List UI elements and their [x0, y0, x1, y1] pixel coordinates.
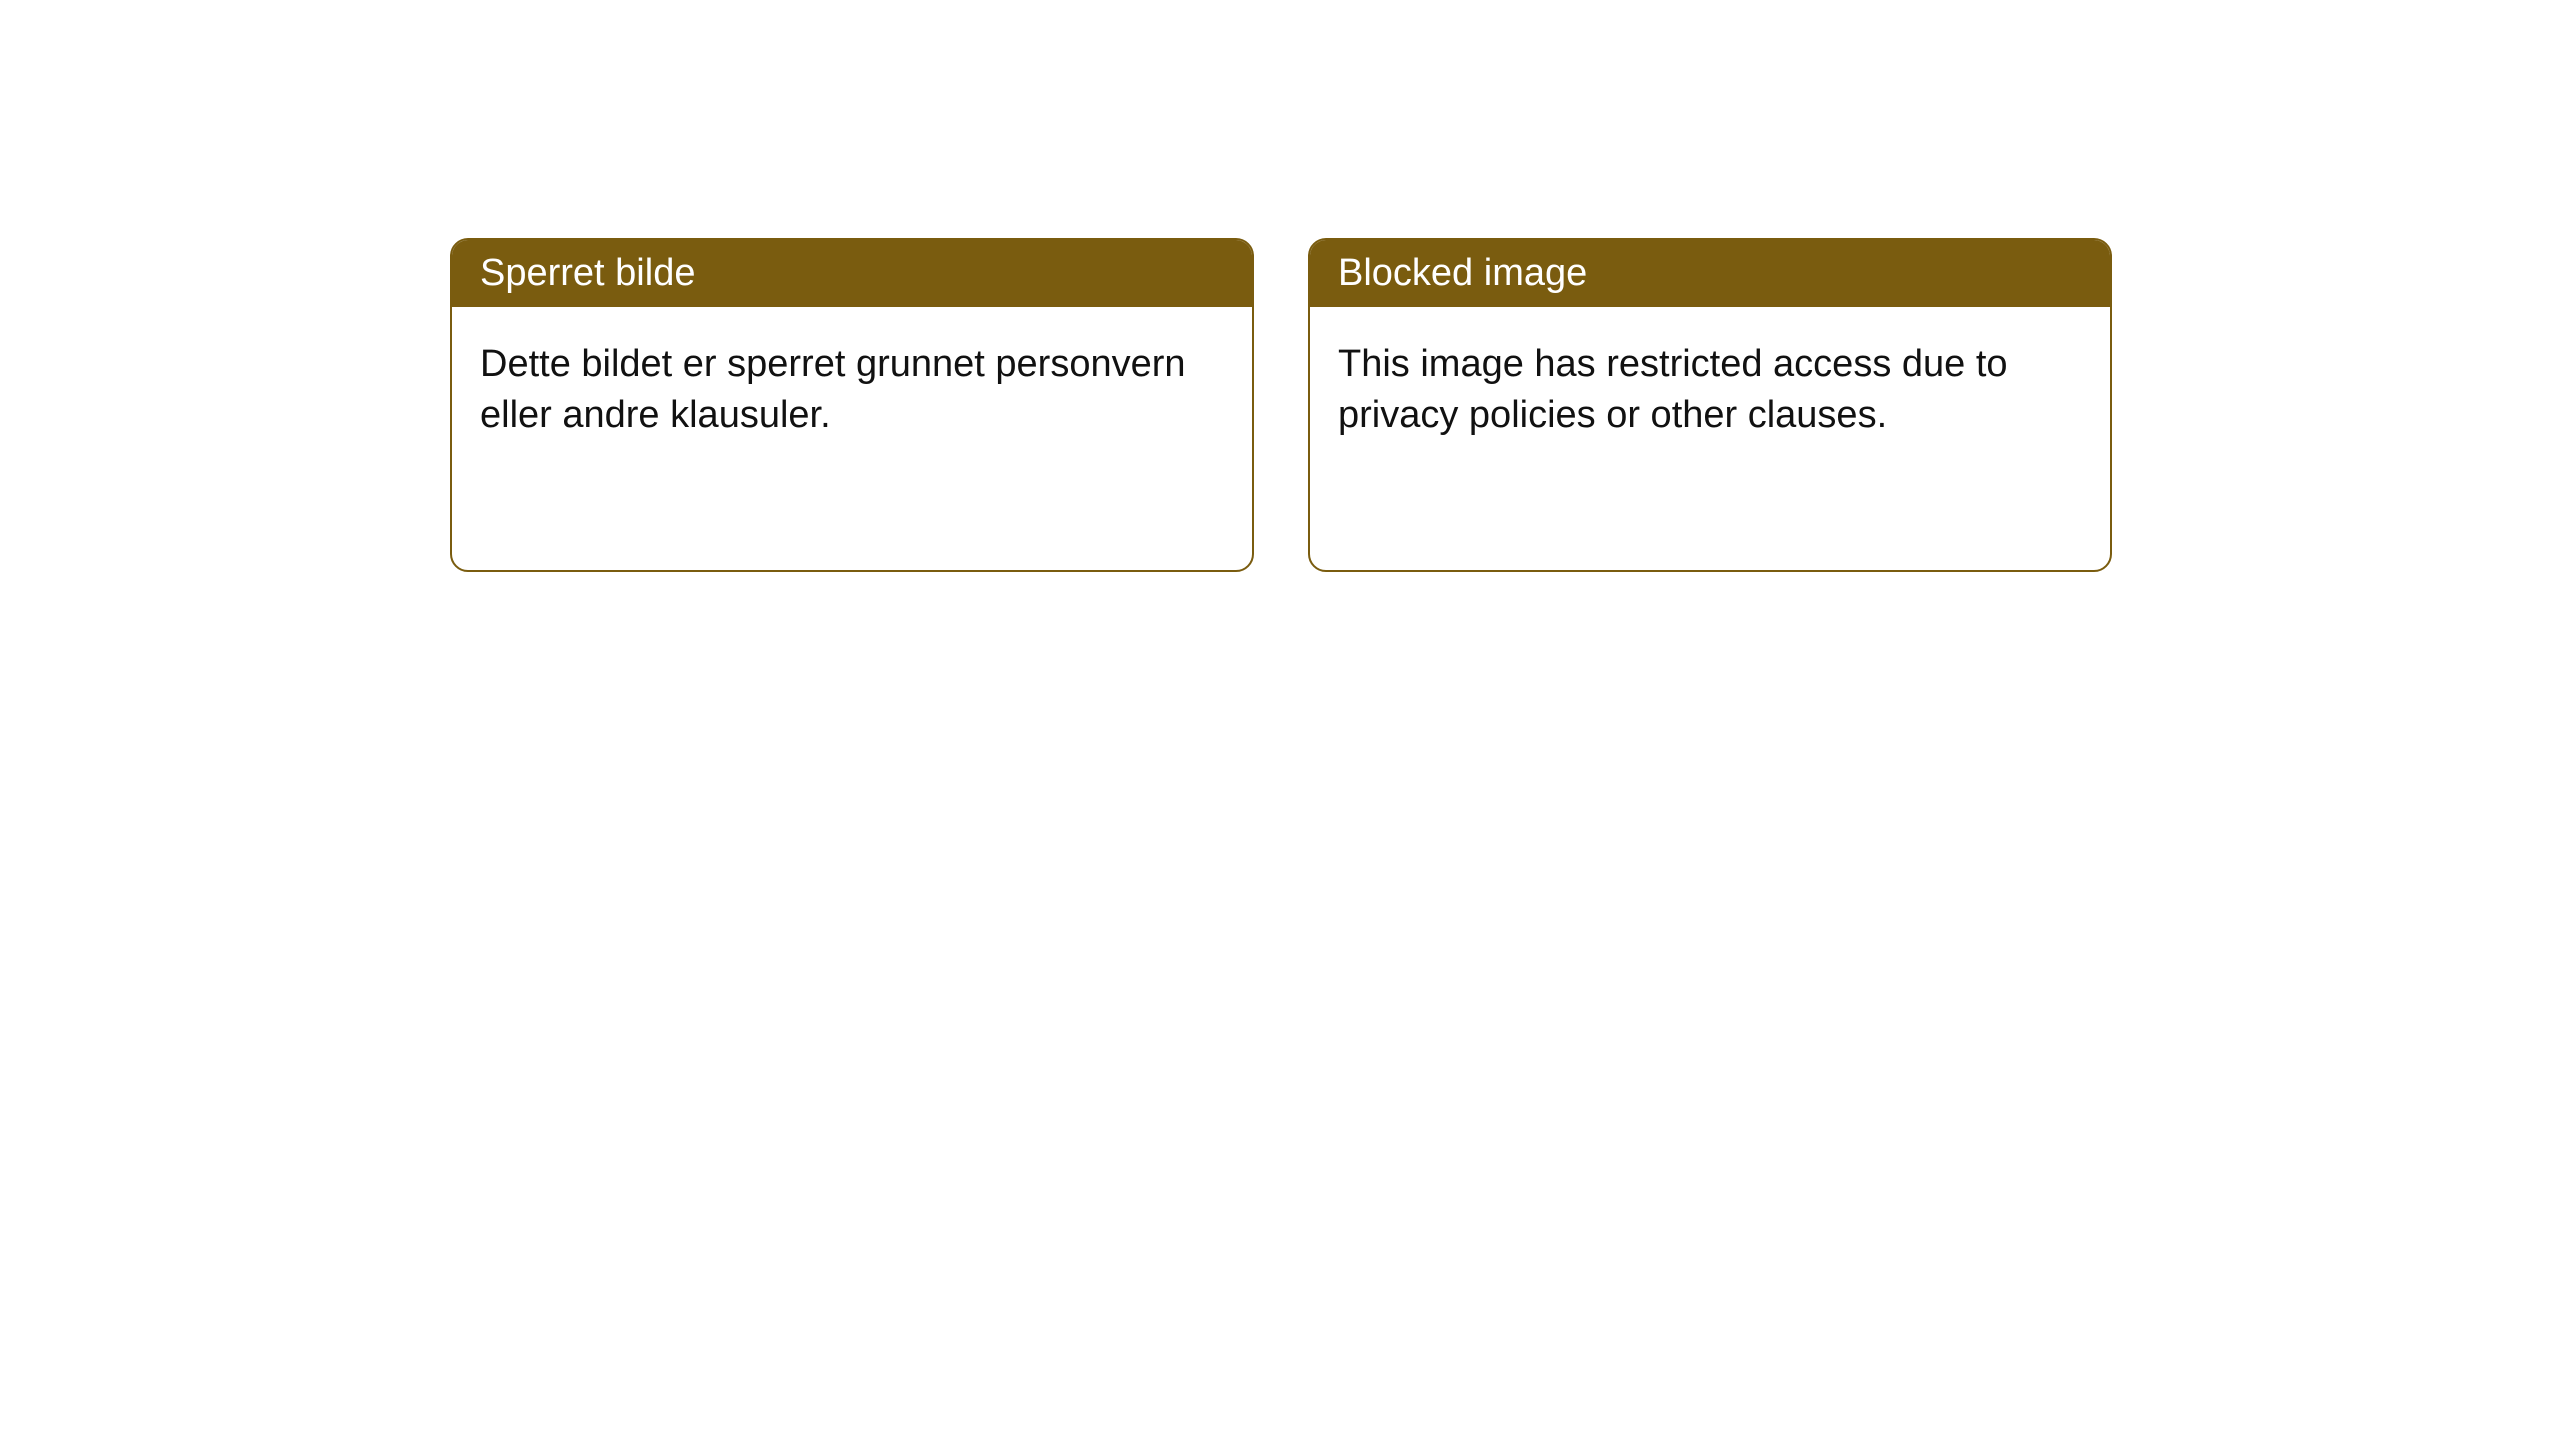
notice-body: Dette bildet er sperret grunnet personve… — [452, 307, 1252, 474]
notice-body: This image has restricted access due to … — [1310, 307, 2110, 474]
notice-card-english: Blocked image This image has restricted … — [1308, 238, 2112, 572]
blocked-image-notices: Sperret bilde Dette bildet er sperret gr… — [450, 238, 2112, 572]
notice-header: Blocked image — [1310, 240, 2110, 307]
notice-header: Sperret bilde — [452, 240, 1252, 307]
notice-card-norwegian: Sperret bilde Dette bildet er sperret gr… — [450, 238, 1254, 572]
